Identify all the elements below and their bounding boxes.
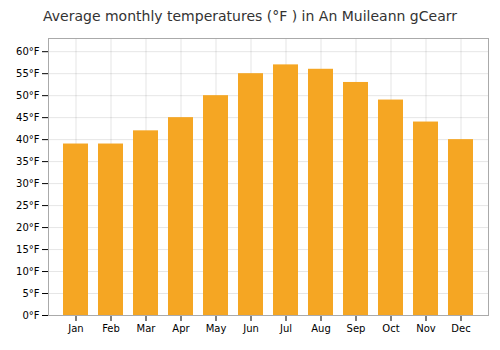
svg-text:Dec: Dec	[451, 323, 470, 334]
svg-text:35°F: 35°F	[16, 156, 40, 167]
svg-text:May: May	[206, 323, 227, 334]
svg-text:30°F: 30°F	[16, 178, 40, 189]
svg-text:15°F: 15°F	[16, 244, 40, 255]
svg-text:Jun: Jun	[242, 323, 259, 334]
svg-text:Feb: Feb	[102, 323, 120, 334]
svg-text:Aug: Aug	[311, 323, 331, 334]
svg-text:Mar: Mar	[137, 323, 157, 334]
svg-text:Jul: Jul	[279, 323, 292, 334]
svg-text:10°F: 10°F	[16, 266, 40, 277]
svg-text:5°F: 5°F	[22, 288, 39, 299]
svg-text:0°F: 0°F	[22, 310, 39, 321]
svg-text:50°F: 50°F	[16, 90, 40, 101]
svg-text:25°F: 25°F	[16, 200, 40, 211]
svg-text:45°F: 45°F	[16, 112, 40, 123]
html-text:Average monthly temperatures (: Average monthly temperatures (°F ) in An…	[43, 8, 457, 24]
svg-text:55°F: 55°F	[16, 68, 40, 79]
svg-text:Sep: Sep	[347, 323, 366, 334]
svg-text:Jan: Jan	[67, 323, 83, 334]
svg-text:Oct: Oct	[382, 323, 399, 334]
svg-text:Apr: Apr	[172, 323, 190, 334]
svg-text:20°F: 20°F	[16, 222, 40, 233]
svg-text:60°F: 60°F	[16, 46, 40, 57]
svg-text:Nov: Nov	[416, 323, 436, 334]
svg-text:40°F: 40°F	[16, 134, 40, 145]
